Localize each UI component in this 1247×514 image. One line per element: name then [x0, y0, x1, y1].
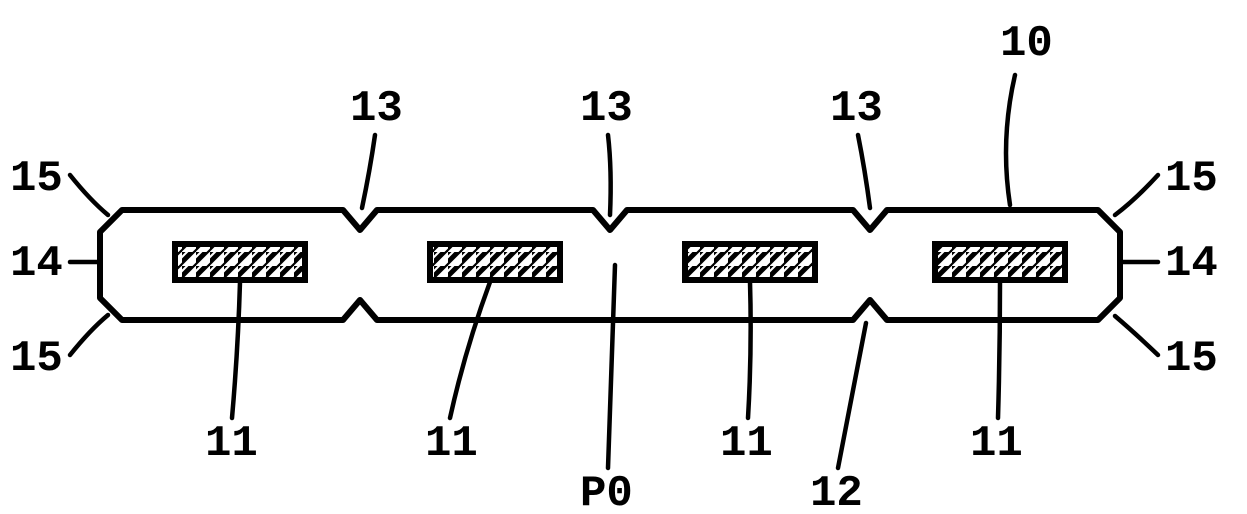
hatched-segment-3 — [685, 244, 815, 280]
lbl-11-c: 11 — [720, 419, 773, 469]
ldr-13-c — [858, 135, 870, 208]
lbl-10: 10 — [1000, 19, 1053, 69]
lbl-15-tl: 15 — [10, 154, 63, 204]
ldr-13-a — [362, 135, 375, 208]
ldr-11-a — [232, 282, 240, 418]
ldr-13-b — [608, 135, 611, 215]
lbl-15-br: 15 — [1165, 334, 1218, 384]
lbl-15-bl: 15 — [10, 334, 63, 384]
hatched-segment-2 — [430, 244, 560, 280]
ldr-15-br — [1115, 316, 1158, 355]
hatched-layer — [175, 244, 1065, 280]
ldr-P0 — [608, 265, 615, 468]
lbl-12: 12 — [810, 469, 863, 514]
lbl-14-r: 14 — [1165, 239, 1218, 289]
lbl-13-c: 13 — [830, 84, 883, 134]
ldr-11-b — [450, 282, 490, 418]
lbl-11-b: 11 — [425, 419, 478, 469]
lbl-11-a: 11 — [205, 419, 258, 469]
lbl-13-b: 13 — [580, 84, 633, 134]
ldr-12 — [838, 323, 866, 468]
ldr-10 — [1006, 75, 1015, 205]
lbl-11-d: 11 — [970, 419, 1023, 469]
ldr-11-c — [748, 282, 751, 418]
diagram-canvas: 10 13 13 13 15 14 15 15 14 15 11 11 11 11 P0 12 — [0, 0, 1247, 514]
ldr-15-bl — [70, 315, 108, 355]
ldr-15-tr — [1115, 175, 1158, 215]
lbl-15-tr: 15 — [1165, 154, 1218, 204]
hatched-segment-4 — [935, 244, 1065, 280]
hatched-segment-1 — [175, 244, 305, 280]
lbl-14-l: 14 — [10, 239, 63, 289]
lbl-P0: P0 — [580, 469, 633, 514]
lbl-13-a: 13 — [350, 84, 403, 134]
ldr-15-tl — [70, 175, 108, 215]
ldr-11-d — [998, 282, 1000, 418]
